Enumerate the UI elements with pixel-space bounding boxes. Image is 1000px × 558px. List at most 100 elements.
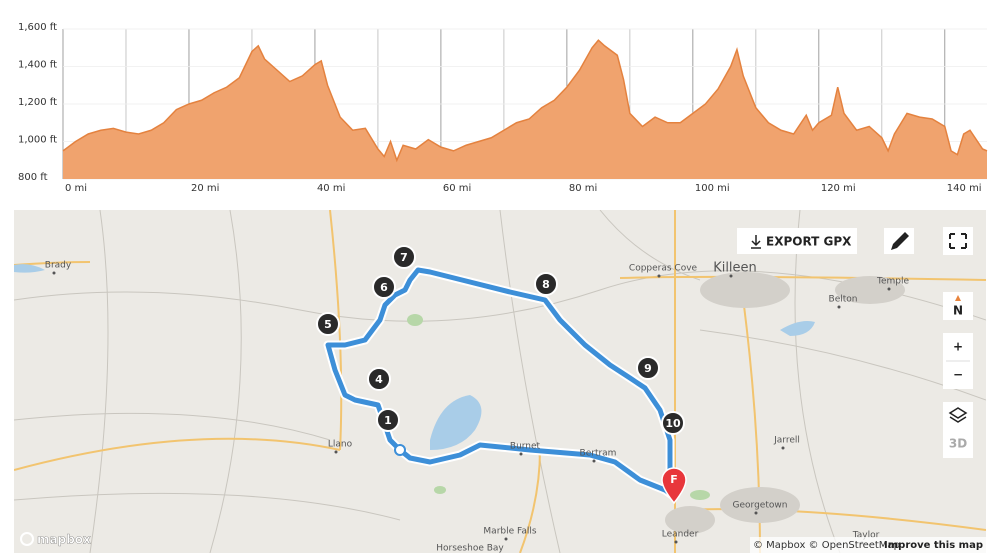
zoom-in[interactable]: + — [953, 340, 963, 354]
map-urban — [665, 272, 905, 534]
waypoint[interactable]: 10 — [661, 411, 685, 435]
place-dot — [519, 452, 523, 456]
place-label: Brady — [45, 261, 72, 271]
fullscreen-button[interactable] — [943, 227, 973, 255]
map-background — [14, 210, 986, 553]
map-parks — [407, 314, 710, 500]
waypoint-label: 1 — [384, 414, 392, 427]
y-tick-label: 1,200 ft — [18, 97, 57, 108]
place-dot — [754, 511, 758, 515]
x-tick-label: 40 mi — [317, 183, 345, 194]
y-tick-label: 800 ft — [18, 172, 48, 183]
map-water — [14, 264, 815, 450]
map[interactable]: Brady Llano Burnet Bertram Marble Falls Horse… — [14, 210, 986, 558]
waypoint[interactable]: 1 — [376, 408, 400, 432]
x-tick-label: 80 mi — [569, 183, 597, 194]
waypoint[interactable]: 7 — [392, 245, 416, 269]
finish-label: F — [670, 473, 678, 486]
waypoint-label: 4 — [375, 373, 383, 386]
x-tick-label: 120 mi — [821, 183, 856, 194]
attribution[interactable]: © Mapbox © OpenStreetMap — [753, 540, 900, 551]
waypoint-label: 8 — [542, 278, 550, 291]
place-dot — [592, 459, 596, 463]
place-label: Horseshoe Bay — [436, 544, 504, 554]
waypoint-marker — [316, 312, 340, 336]
zoom-out[interactable]: − — [953, 368, 963, 382]
fullscreen-bg — [943, 227, 973, 255]
place-label: Belton — [829, 295, 858, 305]
layers-controls: 3D — [943, 402, 973, 458]
waypoint-label: 6 — [380, 281, 388, 294]
place-label: Marble Falls — [483, 527, 536, 537]
waypoint-marker — [636, 356, 660, 380]
place-dot — [674, 540, 678, 544]
logo-icon — [20, 532, 34, 546]
place-dot — [729, 274, 733, 278]
waypoint[interactable]: 5 — [316, 312, 340, 336]
elevation-area — [63, 40, 987, 179]
waypoint-marker — [534, 272, 558, 296]
zoom-controls: + − — [943, 333, 973, 389]
waypoint-label: 7 — [400, 251, 408, 264]
place-label: Copperas Cove — [629, 264, 698, 274]
place-label: Leander — [662, 530, 699, 540]
place-dot — [837, 305, 841, 309]
place-label: Temple — [876, 277, 909, 287]
x-tick-label: 140 mi — [947, 183, 982, 194]
waypoint-marker — [661, 411, 685, 435]
place-label: Jarrell — [773, 436, 800, 446]
place-dot — [465, 555, 468, 558]
y-tick-label: 1,600 ft — [18, 22, 57, 33]
waypoint-marker — [392, 245, 416, 269]
waypoints: 1 4 5 6 7 8 9 10 — [316, 245, 685, 456]
fullscreen-icon — [949, 233, 967, 249]
finish-pin — [661, 467, 687, 505]
pencil-icon — [891, 232, 909, 250]
waypoint[interactable]: 6 — [372, 275, 396, 299]
compass-button[interactable]: N — [943, 292, 973, 320]
compass-arrow — [955, 295, 961, 301]
place-dot — [887, 287, 891, 291]
improve-link[interactable]: Improve this map — [884, 540, 983, 551]
export-text: EXPORT GPX — [766, 235, 852, 249]
export-button[interactable]: EXPORT GPX — [737, 228, 857, 254]
waypoint[interactable]: 8 — [534, 272, 558, 296]
place-label: Killeen — [713, 261, 757, 276]
waypoint-marker — [376, 408, 400, 432]
waypoint-label: 5 — [324, 318, 332, 331]
place-label: Llano — [328, 440, 353, 450]
x-tick-label: 0 mi — [65, 183, 87, 194]
place-label: Bertram — [580, 449, 617, 459]
x-tick-label: 60 mi — [443, 183, 471, 194]
waypoint[interactable]: 9 — [636, 356, 660, 380]
place-labels: Brady Llano Burnet Bertram Marble Falls Horse… — [45, 261, 910, 558]
place-dot — [781, 446, 785, 450]
export-bg — [737, 228, 857, 254]
y-tick-label: 1,000 ft — [18, 135, 57, 146]
waypoint[interactable]: 4 — [367, 367, 391, 391]
place-dot — [504, 537, 508, 541]
x-tick-label: 20 mi — [191, 183, 219, 194]
mode-3d[interactable]: 3D — [949, 437, 967, 451]
download-icon — [751, 235, 761, 249]
logo-text: mapbox — [37, 533, 91, 547]
place-label: Burnet — [510, 442, 541, 452]
layers-bg — [943, 402, 973, 458]
route — [325, 267, 675, 498]
x-tick-label: 100 mi — [695, 183, 730, 194]
attribution-bg — [750, 537, 986, 553]
start-marker — [394, 444, 406, 456]
place-label: Taylor — [852, 531, 880, 541]
compass-text: N — [953, 304, 963, 318]
place-dot — [52, 271, 56, 275]
waypoint-label: 10 — [665, 417, 681, 430]
edit-button[interactable] — [884, 228, 914, 254]
layers-icon[interactable] — [948, 407, 968, 423]
y-tick-label: 1,400 ft — [18, 60, 57, 71]
place-dot — [334, 450, 338, 454]
finish-marker[interactable]: F — [661, 467, 687, 505]
waypoint-marker — [367, 367, 391, 391]
place-dot — [657, 274, 661, 278]
elevation-chart: 800 ft 1,000 ft 1,200 ft 1,400 ft 1,600 ft 0 … — [18, 22, 988, 194]
